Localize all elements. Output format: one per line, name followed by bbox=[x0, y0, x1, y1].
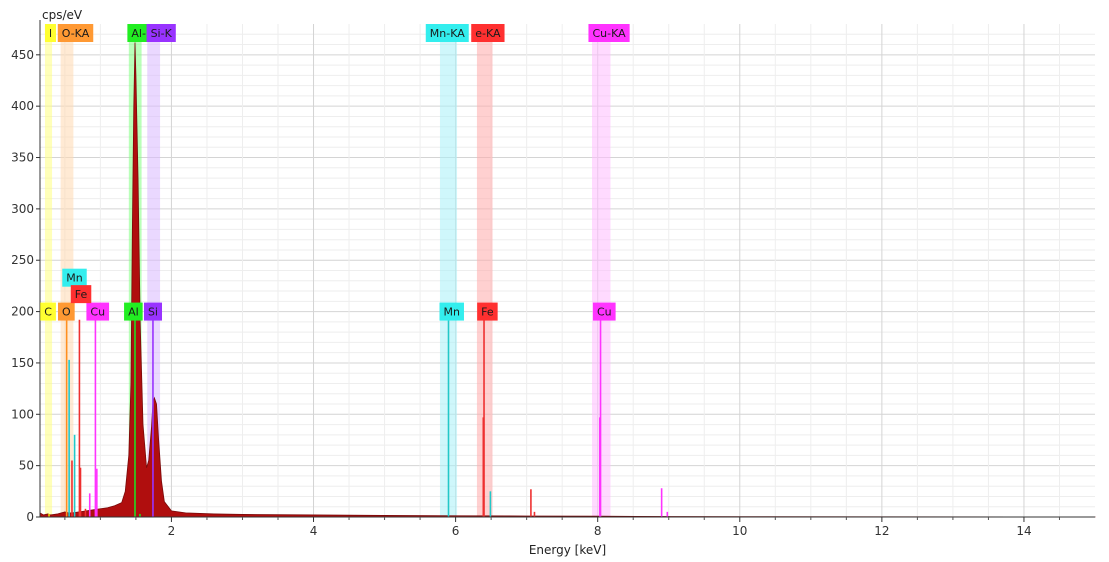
line-label-text: Si-K bbox=[151, 27, 173, 40]
peak-label: Cu bbox=[592, 302, 616, 321]
element-band bbox=[44, 24, 53, 517]
peak-label-text: Cu bbox=[90, 306, 105, 319]
spectrum-area bbox=[39, 42, 1096, 518]
y-tick-label: 0 bbox=[26, 510, 34, 524]
y-tick-label: 50 bbox=[19, 459, 34, 473]
y-tick-label: 350 bbox=[11, 151, 34, 165]
peak-label-text: Fe bbox=[75, 288, 88, 301]
peak-label-bg bbox=[62, 268, 87, 287]
line-label-bg bbox=[146, 24, 176, 42]
element-labels: l O-KA Al- Si-K Mn-KA e-KA Cu-KA C O Cu Mn Fe Al Si Mn… bbox=[40, 24, 630, 321]
spectrum-series bbox=[39, 42, 1096, 518]
x-axis-title: Energy [keV] bbox=[529, 543, 606, 557]
line-label: Si-K bbox=[146, 24, 176, 42]
line-label: Al- bbox=[127, 24, 150, 42]
peak-label: Mn bbox=[62, 268, 87, 287]
peak-label: Mn bbox=[439, 302, 464, 321]
line-label: Mn-KA bbox=[425, 24, 469, 42]
line-label-bg bbox=[471, 24, 505, 42]
line-label: Cu-KA bbox=[588, 24, 630, 42]
peak-lines bbox=[48, 319, 669, 517]
element-band bbox=[147, 24, 161, 517]
element-band bbox=[592, 24, 611, 517]
peak-label: Fe bbox=[70, 285, 92, 304]
axes: 0 50 100 150 200 250 300 350 400 450 2 4 6 8 10 12 14 bbox=[11, 20, 1095, 538]
line-label-bg bbox=[127, 24, 150, 42]
x-tick-label: 6 bbox=[452, 524, 460, 538]
element-band bbox=[476, 24, 493, 517]
grid bbox=[40, 24, 1095, 517]
line-label: O-KA bbox=[57, 24, 94, 42]
peak-label: Si bbox=[143, 302, 163, 321]
y-tick-label: 100 bbox=[11, 407, 34, 421]
x-tick-label: 2 bbox=[168, 524, 176, 538]
line-label-text: O-KA bbox=[62, 27, 90, 40]
y-tick-label: 450 bbox=[11, 48, 34, 62]
peak-label-bg bbox=[477, 302, 498, 321]
peak-label-text: Al bbox=[128, 306, 139, 319]
y-tick-label: 300 bbox=[11, 202, 34, 216]
peak-label-text: Mn bbox=[444, 306, 460, 319]
x-tick-label: 4 bbox=[310, 524, 318, 538]
peak-label-text: C bbox=[44, 306, 52, 319]
peak-label-bg bbox=[439, 302, 464, 321]
x-tick-label: 8 bbox=[594, 524, 602, 538]
peak-label-bg bbox=[40, 302, 56, 321]
line-label-bg bbox=[425, 24, 469, 42]
peak-label-bg bbox=[143, 302, 163, 321]
peak-label: Cu bbox=[86, 302, 110, 321]
line-label-text: l bbox=[49, 27, 52, 40]
peak-label: Al bbox=[124, 302, 143, 321]
peak-label-bg bbox=[592, 302, 616, 321]
peak-label: Fe bbox=[477, 302, 498, 321]
peak-label-bg bbox=[57, 302, 75, 321]
peak-label: C bbox=[40, 302, 56, 321]
y-tick-label: 150 bbox=[11, 356, 34, 370]
peak-label-bg bbox=[124, 302, 143, 321]
line-label-text: Al- bbox=[131, 27, 146, 40]
peak-label-text: Si bbox=[148, 306, 158, 319]
line-label-text: e-KA bbox=[475, 27, 501, 40]
y-axis-title: cps/eV bbox=[42, 8, 83, 22]
x-tick-label: 14 bbox=[1016, 524, 1031, 538]
y-tick-label: 400 bbox=[11, 99, 34, 113]
peak-label: O bbox=[57, 302, 75, 321]
y-tick-label: 200 bbox=[11, 305, 34, 319]
line-label: l bbox=[44, 24, 57, 42]
peak-label-text: O bbox=[62, 306, 71, 319]
line-label-bg bbox=[44, 24, 57, 42]
line-label-bg bbox=[57, 24, 94, 42]
line-label-bg bbox=[588, 24, 630, 42]
y-tick-label: 250 bbox=[11, 253, 34, 267]
peak-label-text: Mn bbox=[66, 272, 82, 285]
peak-label-text: Fe bbox=[481, 306, 494, 319]
line-label-text: Cu-KA bbox=[592, 27, 626, 40]
x-tick-label: 10 bbox=[732, 524, 747, 538]
x-tick-label: 12 bbox=[874, 524, 889, 538]
peak-label-text: Cu bbox=[597, 306, 612, 319]
line-label: e-KA bbox=[471, 24, 505, 42]
element-band bbox=[439, 24, 458, 517]
line-label-text: Mn-KA bbox=[430, 27, 465, 40]
peak-label-bg bbox=[86, 302, 110, 321]
peak-label-bg bbox=[70, 285, 92, 304]
